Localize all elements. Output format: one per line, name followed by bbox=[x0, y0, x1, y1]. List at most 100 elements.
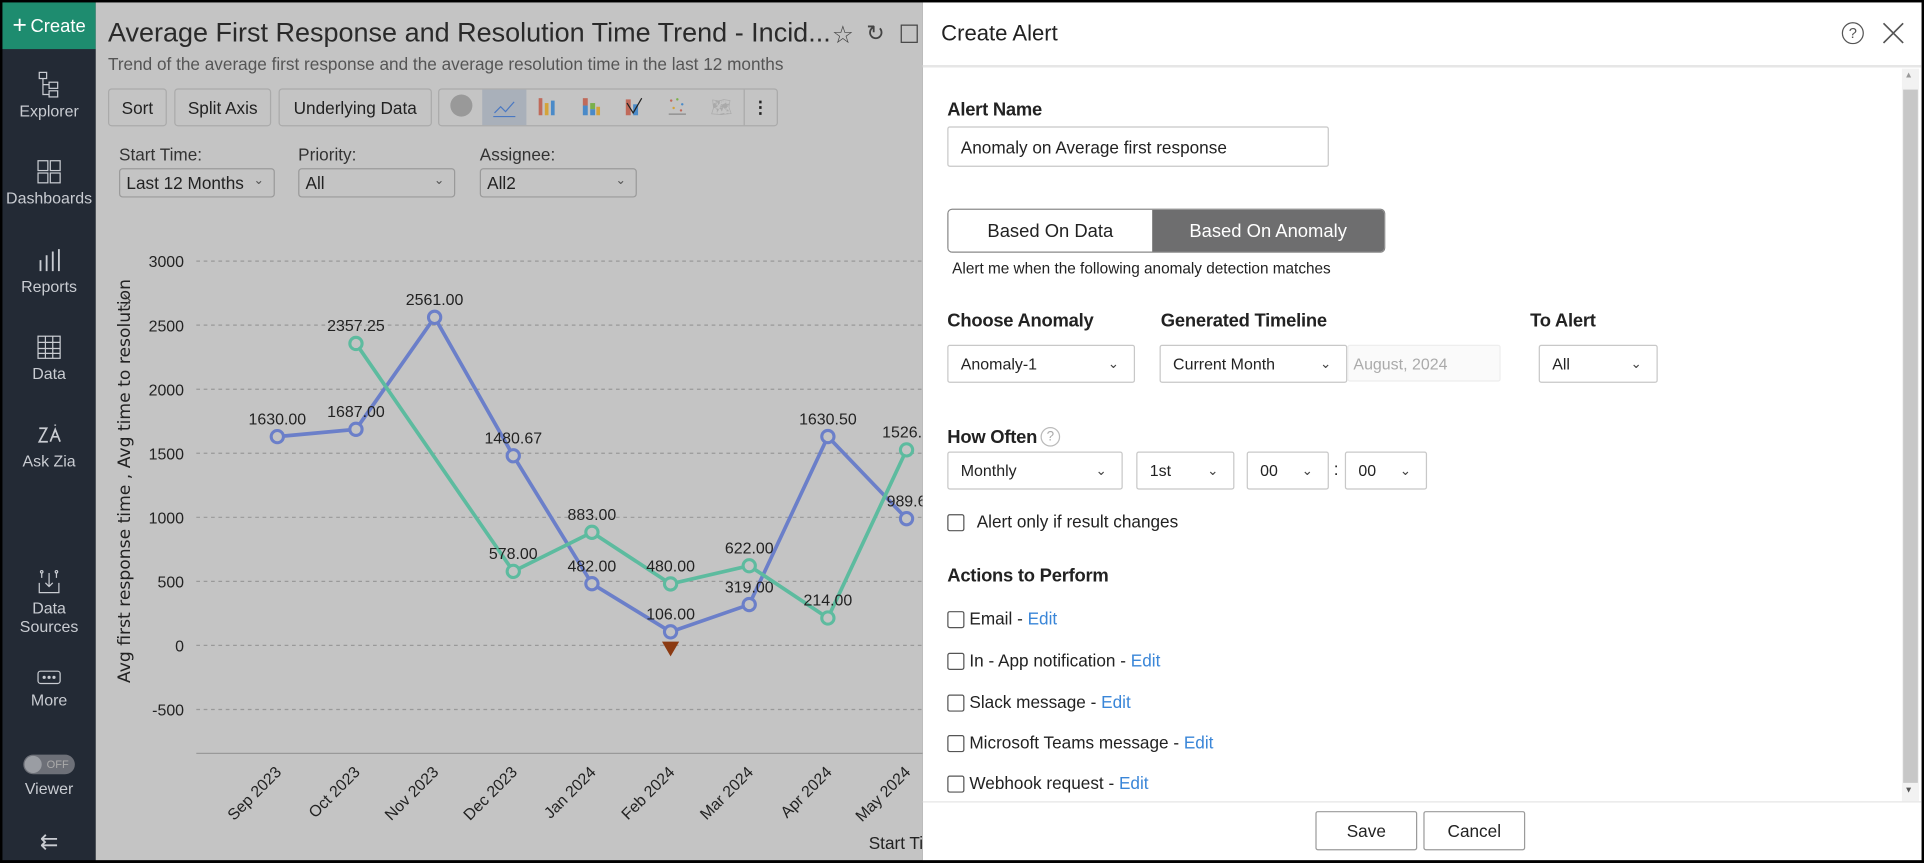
action-item: Slack message - Edit bbox=[969, 692, 1130, 712]
scatter-chart-icon[interactable] bbox=[656, 96, 699, 119]
sidebar-item-reports[interactable]: Reports bbox=[2, 247, 95, 296]
y-tick-label: 1500 bbox=[149, 446, 185, 463]
create-button[interactable]: + Create bbox=[2, 2, 96, 50]
underlying-data-button[interactable]: Underlying Data bbox=[278, 88, 432, 127]
more-options-icon[interactable]: ⋮ bbox=[742, 89, 777, 126]
explorer-tree-icon bbox=[38, 71, 59, 98]
filter-assignee-label: Assignee: bbox=[479, 144, 556, 165]
day-select[interactable]: 1st ⌄ bbox=[1136, 451, 1235, 490]
sidebar-item-ask-zia[interactable]: Ask Zia bbox=[2, 421, 95, 470]
data-label: 482.00 bbox=[568, 558, 617, 575]
combo-chart-icon[interactable] bbox=[613, 96, 656, 119]
data-point bbox=[741, 596, 757, 613]
action-checkbox[interactable] bbox=[947, 775, 965, 793]
mode-hint: Alert me when the following anomaly dete… bbox=[952, 260, 1331, 278]
map-chart-icon[interactable]: 🗺 bbox=[710, 96, 733, 117]
alert-mode-toggle: Based On Data Based On Anomaly bbox=[947, 208, 1386, 253]
sort-button[interactable]: Sort bbox=[107, 88, 167, 127]
refresh-icon[interactable]: ↻ bbox=[866, 20, 885, 46]
alert-only-if-changes-checkbox[interactable] bbox=[947, 514, 965, 532]
based-on-data-tab[interactable]: Based On Data bbox=[948, 209, 1153, 252]
help-icon[interactable]: ? bbox=[1841, 22, 1864, 45]
chevron-down-icon: ⌄ bbox=[1301, 463, 1313, 478]
sidebar-item-explorer[interactable]: Explorer bbox=[2, 71, 95, 120]
alert-name-label: Alert Name bbox=[947, 99, 1043, 121]
x-tick-label: Oct 2023 bbox=[306, 764, 364, 822]
sidebar-item-data-sources[interactable]: Data Sources bbox=[2, 568, 95, 636]
filter-start-time-select[interactable]: Last 12 Months ⌄ bbox=[119, 168, 275, 198]
filter-priority-select[interactable]: All ⌄ bbox=[298, 168, 456, 198]
sidebar-item-more[interactable]: More bbox=[2, 668, 95, 709]
sidebar-item-data[interactable]: Data bbox=[2, 334, 95, 383]
chevron-down-icon: ⌄ bbox=[1207, 463, 1219, 478]
chart-type-switcher: 🗺 ⋮ bbox=[438, 88, 778, 127]
data-point bbox=[426, 309, 443, 326]
alert-name-input[interactable]: Anomaly on Average first response bbox=[947, 126, 1329, 167]
how-often-help-icon[interactable]: ? bbox=[1040, 427, 1061, 447]
filter-assignee-select[interactable]: All2 ⌄ bbox=[479, 168, 637, 198]
reports-bars-icon bbox=[39, 249, 60, 272]
data-label: 2561.00 bbox=[406, 292, 464, 309]
to-alert-label: To Alert bbox=[1530, 310, 1596, 332]
data-label: 1630.50 bbox=[799, 411, 857, 428]
y-tick-label: 500 bbox=[157, 575, 184, 592]
time-separator: : bbox=[1333, 458, 1339, 479]
x-tick-label: Sep 2023 bbox=[225, 764, 285, 824]
data-point bbox=[820, 428, 836, 445]
x-tick-label: May 2024 bbox=[853, 764, 915, 826]
x-tick-label: Nov 2023 bbox=[382, 764, 442, 824]
action-item: Webhook request - Edit bbox=[969, 773, 1148, 793]
action-checkbox[interactable] bbox=[947, 652, 965, 670]
generated-timeline-label: Generated Timeline bbox=[1160, 310, 1327, 332]
frequency-select[interactable]: Monthly ⌄ bbox=[947, 451, 1123, 490]
data-point bbox=[820, 610, 836, 626]
bar-chart-icon[interactable] bbox=[526, 96, 569, 119]
based-on-anomaly-tab[interactable]: Based On Anomaly bbox=[1152, 209, 1385, 252]
sidebar-item-dashboards[interactable]: Dashboards bbox=[2, 158, 95, 207]
minute-select[interactable]: 00 ⌄ bbox=[1344, 451, 1428, 490]
to-alert-select[interactable]: All ⌄ bbox=[1538, 344, 1658, 383]
data-sources-icon bbox=[38, 569, 60, 594]
pie-chart-icon[interactable] bbox=[439, 93, 482, 121]
y-tick-label: -500 bbox=[152, 703, 184, 720]
scrollbar-thumb[interactable] bbox=[1903, 89, 1918, 783]
action-edit-link[interactable]: Edit bbox=[1101, 692, 1131, 712]
choose-anomaly-select[interactable]: Anomaly-1 ⌄ bbox=[947, 344, 1136, 383]
series-line bbox=[354, 342, 909, 621]
action-edit-link[interactable]: Edit bbox=[1118, 773, 1149, 793]
x-tick-label: Feb 2024 bbox=[619, 764, 679, 824]
action-edit-link[interactable]: Edit bbox=[1183, 732, 1214, 753]
data-label: 1630.00 bbox=[248, 411, 306, 428]
chevron-down-icon: ⌄ bbox=[433, 174, 445, 188]
viewer-toggle[interactable]: OFF Viewer bbox=[2, 754, 95, 798]
data-point bbox=[348, 335, 364, 352]
data-point bbox=[662, 624, 679, 640]
action-checkbox[interactable] bbox=[947, 694, 965, 712]
save-button[interactable]: Save bbox=[1315, 811, 1418, 851]
y-tick-label: 3000 bbox=[149, 254, 185, 271]
scrollbar[interactable]: ▲ ▼ bbox=[1901, 68, 1920, 802]
line-chart-icon[interactable] bbox=[482, 89, 527, 126]
data-label: 2357.25 bbox=[327, 318, 385, 335]
collapse-sidebar-icon[interactable]: ⇇ bbox=[39, 829, 59, 855]
report-view: Average First Response and Resolution Ti… bbox=[95, 2, 923, 861]
cancel-button[interactable]: Cancel bbox=[1423, 811, 1526, 851]
action-checkbox[interactable] bbox=[947, 611, 965, 629]
split-axis-button[interactable]: Split Axis bbox=[174, 88, 272, 127]
stacked-bar-chart-icon[interactable] bbox=[569, 96, 612, 119]
action-item: Email - Edit bbox=[969, 609, 1057, 629]
save-report-icon[interactable] bbox=[900, 24, 918, 43]
close-icon[interactable] bbox=[1882, 22, 1904, 44]
chevron-down-icon: ⌄ bbox=[615, 174, 626, 188]
hour-select[interactable]: 00 ⌄ bbox=[1246, 451, 1329, 490]
y-tick-label: 2500 bbox=[149, 318, 185, 335]
data-label: 578.00 bbox=[489, 546, 538, 563]
generated-timeline-select[interactable]: Current Month ⌄ bbox=[1159, 344, 1348, 383]
favorite-star-icon[interactable]: ☆ bbox=[831, 22, 854, 50]
action-checkbox[interactable] bbox=[947, 734, 965, 753]
action-item: Microsoft Teams message - Edit bbox=[969, 733, 1213, 753]
action-edit-link[interactable]: Edit bbox=[1130, 650, 1161, 670]
action-edit-link[interactable]: Edit bbox=[1027, 608, 1058, 629]
action-label: Webhook request - bbox=[969, 773, 1119, 793]
